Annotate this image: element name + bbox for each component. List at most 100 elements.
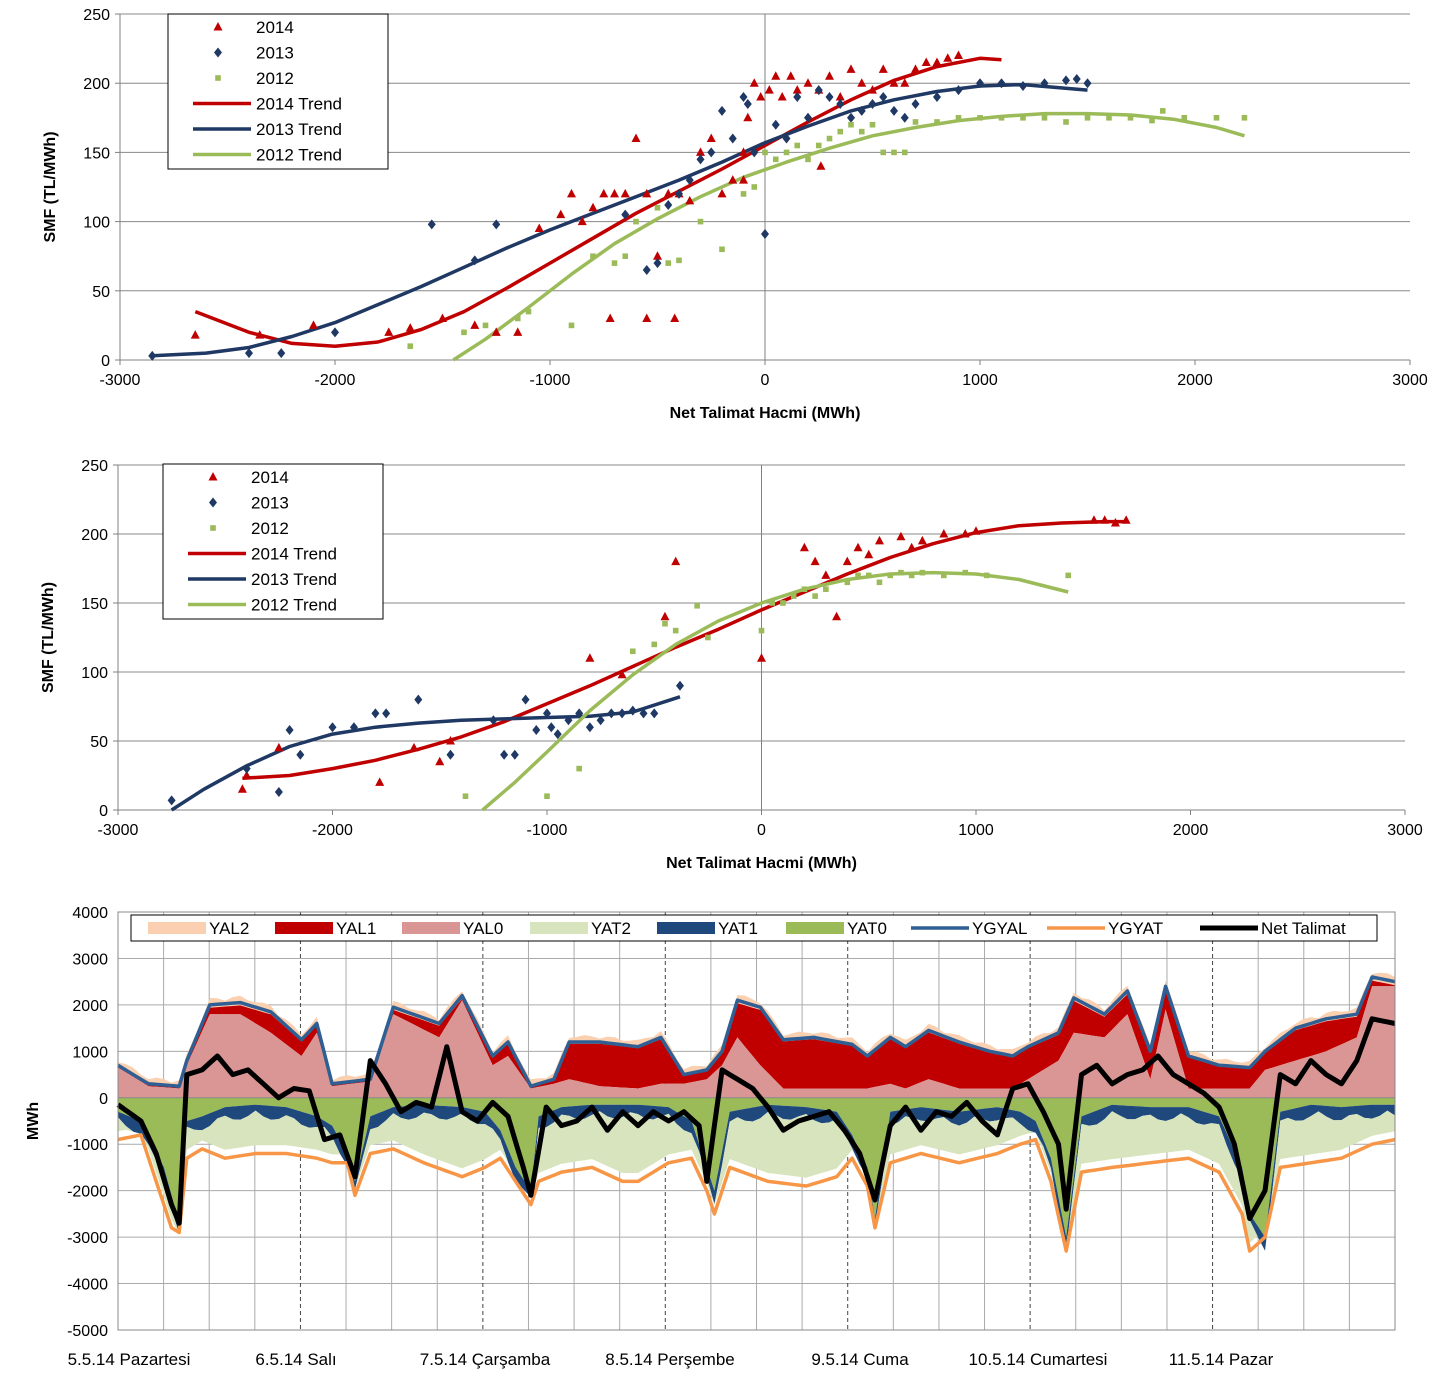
data-point-2014 (556, 209, 566, 219)
y-tick-label: 100 (83, 215, 110, 232)
data-point-2012 (983, 572, 990, 579)
x-tick-label: 1000 (962, 372, 998, 389)
data-point-2014 (874, 535, 884, 545)
data-point-2013 (825, 92, 834, 103)
data-point-2012 (848, 121, 854, 128)
data-point-2013 (793, 92, 802, 103)
data-point-2014 (842, 556, 852, 566)
data-point-2014 (620, 188, 630, 198)
data-point-2012 (514, 315, 521, 322)
data-point-2014 (846, 64, 856, 73)
data-point-2013 (879, 92, 888, 103)
data-point-2013 (245, 348, 253, 359)
data-point-2012 (651, 641, 658, 648)
legend-label: 2014 (256, 18, 294, 37)
data-point-2013 (328, 722, 337, 733)
data-point-2014 (599, 188, 609, 198)
data-point-2014 (653, 251, 662, 260)
data-point-2014 (577, 216, 587, 226)
data-point-2012 (694, 602, 700, 609)
data-point-2014 (960, 529, 970, 538)
data-point-2013 (650, 708, 659, 719)
data-point-2012 (697, 218, 704, 225)
data-point-2014 (255, 330, 265, 339)
data-point-2012 (919, 569, 926, 576)
x-category-label: 7.5.14 Çarşamba (420, 1350, 551, 1369)
line-YGYAT (117, 1133, 1396, 1253)
data-point-2012 (855, 572, 861, 579)
data-point-2012 (568, 322, 575, 329)
legend-label: 2014 Trend (256, 95, 342, 114)
legend-label: YGYAL (972, 919, 1027, 938)
data-point-2014 (190, 330, 200, 339)
area-YAT2 (118, 1110, 1395, 1251)
data-point-2014 (889, 78, 899, 87)
legend-marker-2013 (209, 497, 217, 508)
data-point-2014 (771, 71, 781, 80)
data-point-2013 (836, 98, 845, 109)
data-point-2012 (665, 260, 672, 266)
data-point-2012 (794, 142, 801, 149)
data-point-2012 (805, 156, 811, 163)
x-axis-title: Net Talimat Hacmi (MWh) (670, 405, 861, 422)
data-point-2013 (167, 795, 176, 806)
data-point-2014 (864, 549, 874, 559)
data-point-2013 (782, 133, 791, 144)
data-point-2013 (470, 255, 479, 266)
data-point-2012 (482, 322, 489, 329)
x-category-label: 8.5.14 Perşembe (605, 1350, 734, 1369)
line-YGYAL (117, 975, 1396, 1088)
data-point-2012 (407, 343, 414, 349)
y-tick-label: 1000 (72, 1044, 108, 1061)
data-point-2013 (148, 350, 157, 361)
data-point-2012 (880, 149, 887, 156)
legend-label: YAT0 (847, 919, 887, 938)
y-tick-label: 0 (101, 353, 110, 370)
data-point-2012 (740, 191, 747, 197)
data-point-2012 (1127, 115, 1134, 121)
data-point-2014 (1100, 515, 1110, 524)
data-point-2013 (547, 722, 556, 733)
data-point-2012 (590, 253, 596, 259)
data-point-2012 (801, 586, 808, 592)
legend-label: 2013 Trend (251, 570, 337, 589)
trend-line-2014 (242, 519, 1127, 781)
line-Net-Talimat (116, 1016, 1396, 1226)
data-point-2014 (309, 320, 318, 329)
y-tick-label: -4000 (67, 1277, 108, 1294)
data-point-2013 (750, 147, 759, 158)
data-point-2014 (832, 611, 842, 621)
data-point-2013 (1083, 78, 1092, 89)
y-tick-label: 0 (99, 1091, 108, 1108)
data-point-2012 (772, 156, 779, 163)
data-point-2012 (762, 149, 768, 156)
data-point-2012 (1241, 115, 1248, 121)
data-point-2014 (932, 57, 942, 66)
data-point-2012 (719, 246, 725, 253)
data-point-2013 (1072, 74, 1081, 85)
data-point-2012 (676, 257, 682, 264)
data-point-2012 (998, 115, 1005, 121)
trend-line-2012 (452, 111, 1245, 362)
legend-label: 2012 Trend (251, 596, 337, 615)
data-point-2013 (707, 147, 716, 158)
data-point-2013 (653, 258, 662, 269)
legend-box (167, 13, 389, 170)
data-point-2014 (954, 50, 963, 60)
data-point-2013 (492, 219, 501, 230)
data-point-2012 (790, 593, 797, 599)
y-tick-label: 200 (81, 527, 108, 544)
scatter-chart-top: 0 50 100 150 200 250 -3000 -2000 -1000 0 1000 2000 3… (42, 7, 1428, 422)
x-tick-label: 0 (757, 822, 766, 839)
legend-label: 2013 Trend (256, 120, 342, 139)
data-point-2013 (933, 92, 941, 103)
data-point-2014 (803, 78, 813, 87)
data-point-2014 (274, 742, 284, 752)
data-point-2014 (917, 535, 927, 545)
data-point-2013 (685, 175, 694, 186)
data-point-2012 (780, 600, 786, 606)
legend-label: 2012 (256, 69, 294, 88)
data-point-2014 (816, 161, 826, 170)
data-point-2012 (858, 128, 865, 135)
data-point-2014 (1121, 515, 1131, 524)
